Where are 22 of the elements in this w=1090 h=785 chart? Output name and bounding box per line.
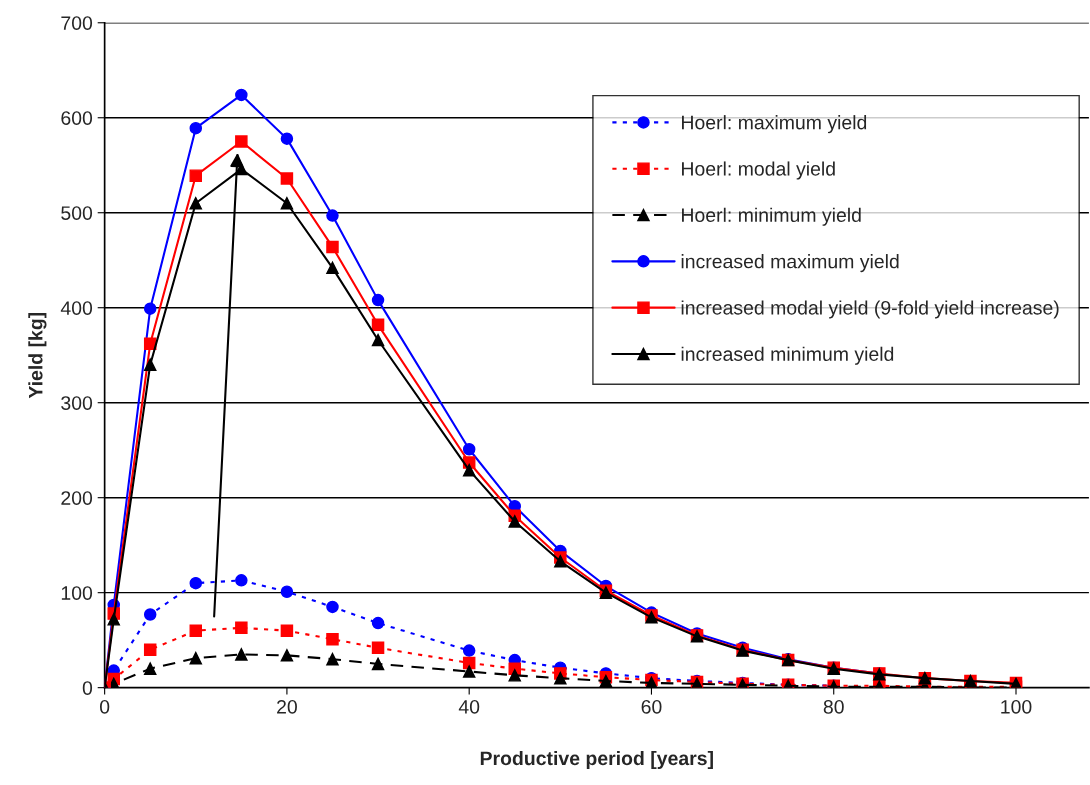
y-tick-label: 100: [61, 586, 93, 600]
x-tick-label: 100: [1001, 699, 1032, 714]
y-tick-label: 500: [61, 206, 93, 220]
y-tick-label: 200: [61, 491, 93, 505]
legend-label: Hoerl: minimum yield: [682, 207, 861, 226]
y-tick-label: 0: [82, 681, 93, 695]
x-tick-label: 80: [823, 699, 844, 714]
legend-label: increased modal yield (9-fold yield increase): [681, 300, 1059, 319]
legend-label: Hoerl: modal yield: [682, 161, 835, 180]
y-tick-label: 400: [60, 301, 93, 315]
y-tick-label: 600: [61, 111, 93, 125]
x-axis-title: Productive period [years]: [480, 750, 713, 770]
x-tick-label: 20: [277, 699, 297, 714]
x-tick-label: 0: [99, 699, 110, 714]
legend-label: Hoerl: maximum yield: [682, 115, 867, 134]
y-tick-label: 300: [61, 396, 93, 410]
x-tick-label: 40: [458, 699, 480, 714]
y-tick-label: 700: [61, 16, 93, 30]
legend-label: increased minimum yield: [681, 346, 894, 365]
x-tick-label: 60: [641, 699, 662, 714]
y-axis-title: Yield [kg]: [28, 312, 47, 399]
legend-label: increased maximum yield: [681, 254, 899, 273]
